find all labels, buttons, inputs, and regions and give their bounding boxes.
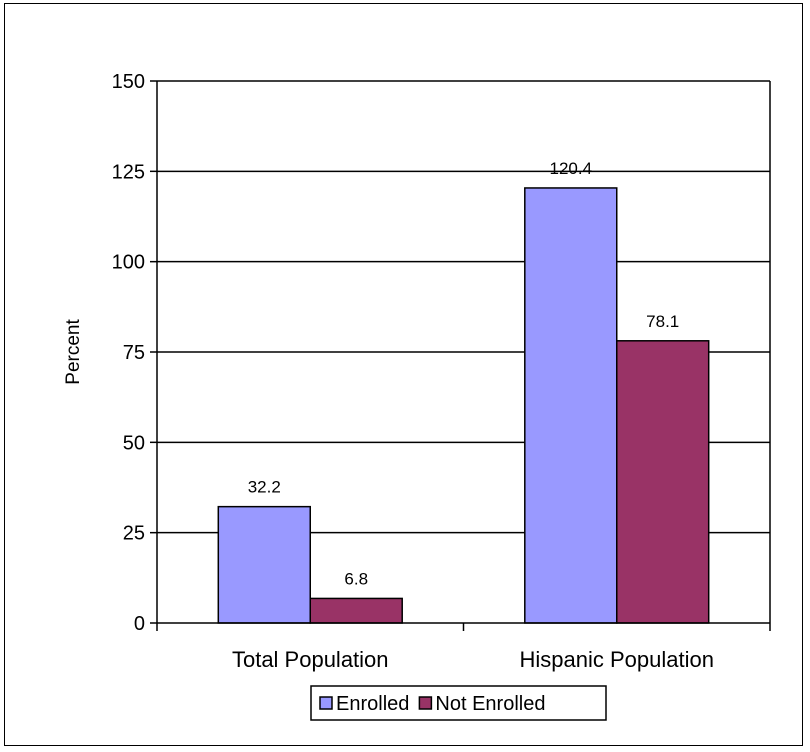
x-category-labels: Total Population Hispanic Population (232, 647, 714, 672)
y-tick-label: 0 (134, 613, 145, 635)
data-label: 32.2 (248, 478, 281, 497)
y-tick-label: 50 (123, 432, 145, 454)
x-category-label: Hispanic Population (520, 647, 714, 672)
y-axis-label: Percent (63, 319, 84, 385)
legend-entry: Enrolled (336, 693, 409, 715)
y-tick-label: 25 (123, 523, 145, 545)
legend: Enrolled Not Enrolled (310, 685, 607, 721)
y-tick-labels: 0 25 50 75 100 125 150 (112, 71, 145, 635)
data-label: 78.1 (646, 312, 679, 331)
data-label: 120.4 (550, 159, 593, 178)
data-labels: 32.2 6.8 120.4 78.1 (248, 159, 680, 588)
bar-not-enrolled (309, 597, 403, 624)
legend-entry: Not Enrolled (435, 693, 545, 715)
legend-swatch (319, 696, 333, 710)
bar-enrolled (217, 505, 311, 624)
y-tick-label: 75 (123, 342, 145, 364)
bars (217, 187, 710, 624)
axes (150, 80, 771, 631)
x-category-label: Total Population (232, 647, 389, 672)
bar-enrolled (524, 187, 618, 624)
data-label: 6.8 (344, 569, 368, 588)
legend-swatch (418, 696, 433, 710)
legend-box (310, 685, 607, 721)
y-tick-label: 100 (112, 252, 145, 274)
y-tick-label: 125 (112, 161, 145, 183)
bar-not-enrolled (616, 340, 710, 624)
y-tick-label: 150 (112, 71, 145, 93)
